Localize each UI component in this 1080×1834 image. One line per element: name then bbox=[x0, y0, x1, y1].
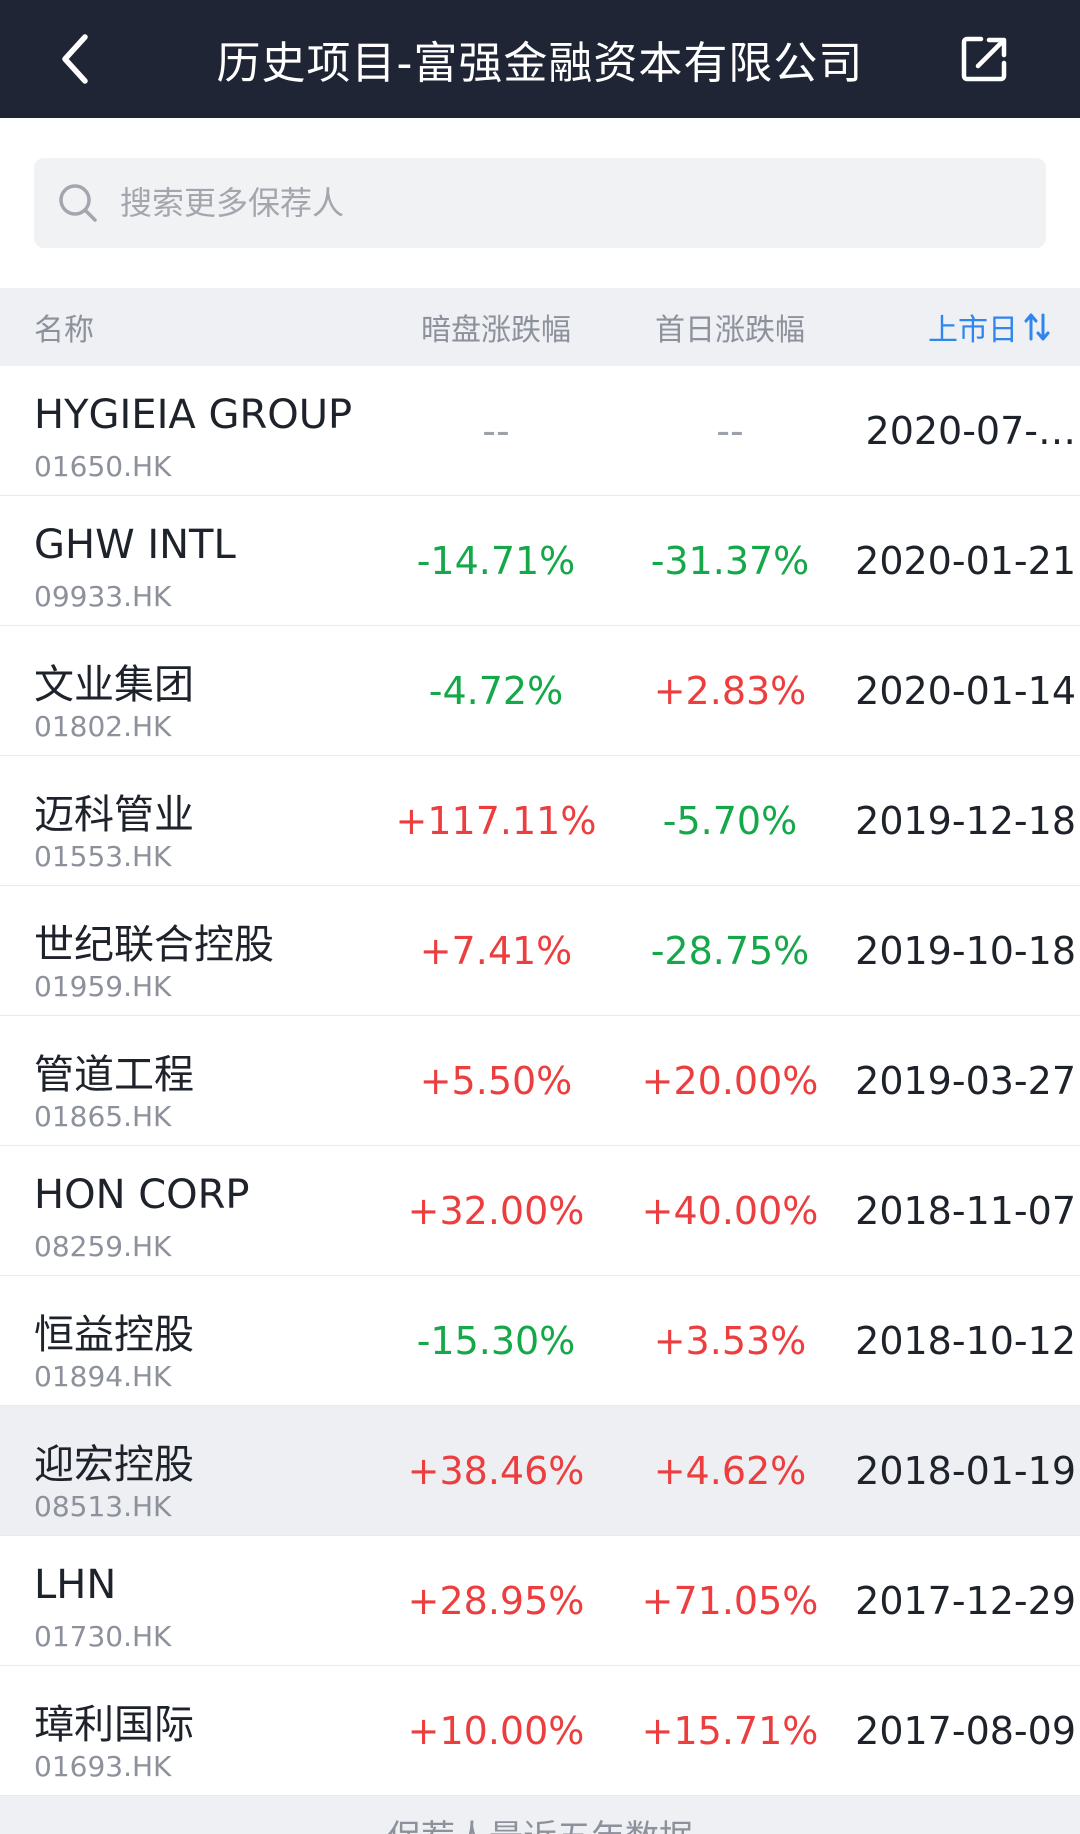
company-name: 世纪联合控股 bbox=[34, 922, 274, 968]
project-list: HYGIEIA GROUP 01650.HK -- -- 2020-07-… GHW IN… bbox=[0, 366, 1080, 1796]
grey-market-change: -4.72% bbox=[428, 669, 564, 713]
search-input[interactable] bbox=[116, 158, 1046, 248]
stock-code: 01693.HK bbox=[34, 1750, 172, 1783]
company-name: GHW INTL bbox=[34, 522, 236, 568]
footer-note: 保荐人最近五年数据 bbox=[0, 1810, 1080, 1834]
back-button[interactable] bbox=[40, 22, 110, 96]
column-header-listing-date[interactable]: 上市日 bbox=[846, 288, 1080, 366]
stock-code: 01802.HK bbox=[34, 710, 172, 743]
page-title: 历史项目-富强金融资本有限公司 bbox=[216, 38, 864, 89]
listing-date-label: 上市日 bbox=[928, 313, 1018, 348]
table-row[interactable]: 文业集团 01802.HK -4.72% +2.83% 2020-01-14 bbox=[0, 626, 1080, 756]
company-name: 文业集团 bbox=[34, 662, 194, 708]
listing-date: 2020-01-21 bbox=[855, 539, 1076, 583]
first-day-change: -31.37% bbox=[650, 539, 810, 583]
grey-market-change: +7.41% bbox=[419, 929, 573, 973]
company-name: HON CORP bbox=[34, 1172, 250, 1218]
table-row[interactable]: HON CORP 08259.HK +32.00% +40.00% 2018-11-07 bbox=[0, 1146, 1080, 1276]
first-day-change: -- bbox=[716, 409, 744, 453]
first-day-change: +71.05% bbox=[641, 1579, 819, 1623]
first-day-change: -28.75% bbox=[650, 929, 810, 973]
listing-date: 2017-12-29 bbox=[855, 1579, 1076, 1623]
grey-market-change: -- bbox=[482, 409, 510, 453]
grey-market-change: +117.11% bbox=[395, 799, 597, 843]
first-day-change: +20.00% bbox=[641, 1059, 819, 1103]
grey-market-change: -14.71% bbox=[416, 539, 576, 583]
top-navigation-bar: 历史项目-富强金融资本有限公司 bbox=[0, 0, 1080, 118]
column-header-first-day[interactable]: 首日涨跌幅 bbox=[655, 313, 805, 348]
stock-code: 08513.HK bbox=[34, 1490, 172, 1523]
stock-code: 01865.HK bbox=[34, 1100, 172, 1133]
company-name: 璋利国际 bbox=[34, 1702, 194, 1748]
first-day-change: +40.00% bbox=[641, 1189, 819, 1233]
table-row[interactable]: GHW INTL 09933.HK -14.71% -31.37% 2020-01-21 bbox=[0, 496, 1080, 626]
stock-code: 08259.HK bbox=[34, 1230, 172, 1263]
stock-code: 01959.HK bbox=[34, 970, 172, 1003]
table-row[interactable]: 恒益控股 01894.HK -15.30% +3.53% 2018-10-12 bbox=[0, 1276, 1080, 1406]
table-row[interactable]: 管道工程 01865.HK +5.50% +20.00% 2019-03-27 bbox=[0, 1016, 1080, 1146]
column-header-name: 名称 bbox=[34, 313, 94, 348]
listing-date: 2017-08-09 bbox=[855, 1709, 1076, 1753]
search-icon-wrapper bbox=[40, 158, 116, 248]
search-icon bbox=[59, 184, 97, 222]
first-day-change: +2.83% bbox=[653, 669, 807, 713]
first-day-change: +3.53% bbox=[653, 1319, 807, 1363]
first-day-change: -5.70% bbox=[662, 799, 798, 843]
listing-date: 2018-11-07 bbox=[855, 1189, 1076, 1233]
grey-market-change: +32.00% bbox=[407, 1189, 585, 1233]
table-row[interactable]: HYGIEIA GROUP 01650.HK -- -- 2020-07-… bbox=[0, 366, 1080, 496]
company-name: LHN bbox=[34, 1562, 117, 1608]
grey-market-change: +38.46% bbox=[407, 1449, 585, 1493]
first-day-change: +15.71% bbox=[641, 1709, 819, 1753]
company-name: 恒益控股 bbox=[34, 1312, 194, 1358]
table-row[interactable]: 迎宏控股 08513.HK +38.46% +4.62% 2018-01-19 bbox=[0, 1406, 1080, 1536]
stock-code: 01730.HK bbox=[34, 1620, 172, 1653]
column-header-grey-market[interactable]: 暗盘涨跌幅 bbox=[421, 313, 571, 348]
footer-note-bar: 保荐人最近五年数据 bbox=[0, 1796, 1080, 1834]
grey-market-change: +28.95% bbox=[407, 1579, 585, 1623]
company-name: 迈科管业 bbox=[34, 792, 194, 838]
sort-arrows-icon bbox=[1024, 313, 1050, 341]
table-row[interactable]: 世纪联合控股 01959.HK +7.41% -28.75% 2019-10-18 bbox=[0, 886, 1080, 1016]
listing-date: 2019-10-18 bbox=[855, 929, 1076, 973]
stock-code: 01553.HK bbox=[34, 840, 172, 873]
stock-code: 01894.HK bbox=[34, 1360, 172, 1393]
listing-date: 2018-10-12 bbox=[855, 1319, 1076, 1363]
listing-date: 2020-07-… bbox=[865, 409, 1076, 453]
grey-market-change: +5.50% bbox=[419, 1059, 573, 1103]
listing-date: 2019-03-27 bbox=[855, 1059, 1076, 1103]
grey-market-change: -15.30% bbox=[416, 1319, 576, 1363]
company-name: HYGIEIA GROUP bbox=[34, 392, 353, 438]
stock-code: 01650.HK bbox=[34, 450, 172, 483]
listing-date: 2019-12-18 bbox=[855, 799, 1076, 843]
table-row[interactable]: 迈科管业 01553.HK +117.11% -5.70% 2019-12-18 bbox=[0, 756, 1080, 886]
table-row[interactable]: 璋利国际 01693.HK +10.00% +15.71% 2017-08-09 bbox=[0, 1666, 1080, 1796]
stock-code: 09933.HK bbox=[34, 580, 172, 613]
listing-date: 2020-01-14 bbox=[855, 669, 1076, 713]
share-button[interactable] bbox=[952, 26, 1018, 92]
table-header: 名称 暗盘涨跌幅 首日涨跌幅 上市日 bbox=[0, 288, 1080, 366]
listing-date: 2018-01-19 bbox=[855, 1449, 1076, 1493]
company-name: 迎宏控股 bbox=[34, 1442, 194, 1488]
chevron-left-icon bbox=[62, 34, 88, 84]
first-day-change: +4.62% bbox=[653, 1449, 807, 1493]
table-row[interactable]: LHN 01730.HK +28.95% +71.05% 2017-12-29 bbox=[0, 1536, 1080, 1666]
share-icon bbox=[961, 36, 1007, 82]
search-bar[interactable] bbox=[34, 158, 1046, 248]
company-name: 管道工程 bbox=[34, 1052, 194, 1098]
grey-market-change: +10.00% bbox=[407, 1709, 585, 1753]
